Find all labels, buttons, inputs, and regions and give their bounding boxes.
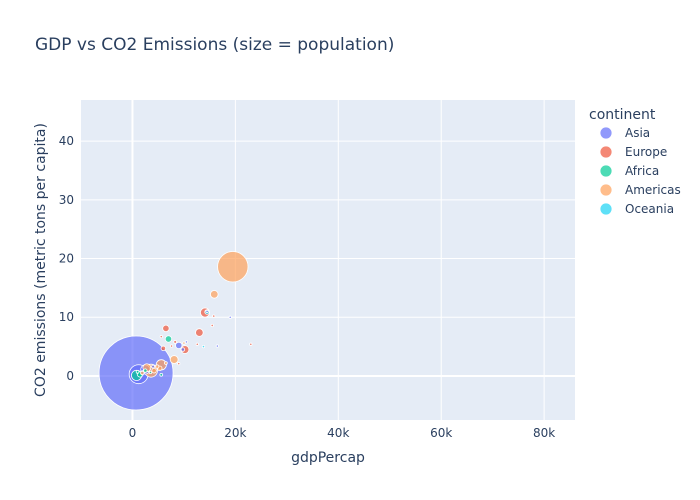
x-tick-label: 40k: [327, 426, 349, 440]
data-point[interactable]: [164, 361, 168, 365]
legend-title: continent: [589, 107, 656, 123]
data-point[interactable]: [212, 314, 216, 318]
legend-label[interactable]: Americas: [625, 183, 681, 197]
data-point[interactable]: [135, 370, 140, 374]
data-point[interactable]: [210, 323, 214, 328]
chart-title: GDP vs CO2 Emissions (size = population): [35, 35, 394, 55]
data-point[interactable]: [148, 370, 153, 375]
x-axis-title: gdpPercap: [291, 450, 365, 466]
data-point[interactable]: [201, 345, 206, 349]
data-point[interactable]: [228, 315, 232, 319]
data-point[interactable]: [175, 341, 183, 350]
data-point[interactable]: [159, 372, 164, 377]
data-point[interactable]: [154, 364, 160, 369]
y-tick-label: 20: [59, 252, 74, 266]
x-tick-label: 60k: [430, 426, 452, 440]
data-point[interactable]: [180, 347, 186, 352]
data-point[interactable]: [210, 290, 219, 299]
data-point[interactable]: [151, 364, 155, 369]
x-tick-label: 80k: [533, 426, 555, 440]
data-point[interactable]: [140, 370, 145, 376]
data-point[interactable]: [205, 309, 209, 313]
data-point[interactable]: [169, 344, 174, 348]
data-point[interactable]: [164, 335, 173, 343]
data-point[interactable]: [169, 355, 179, 364]
data-point[interactable]: [195, 342, 199, 346]
legend-label[interactable]: Africa: [625, 164, 659, 178]
data-point[interactable]: [159, 335, 163, 339]
data-point[interactable]: [215, 344, 219, 348]
data-point[interactable]: [182, 341, 186, 345]
legend-marker[interactable]: [599, 145, 613, 159]
legend-marker[interactable]: [599, 202, 613, 216]
data-point[interactable]: [173, 340, 178, 344]
y-tick-label: 30: [59, 193, 74, 207]
data-point[interactable]: [184, 340, 189, 344]
data-point[interactable]: [217, 251, 249, 283]
tick-labels: 0 20k 40k 60k 80k 0 10 20 30 40: [59, 134, 556, 440]
legend-marker[interactable]: [599, 164, 613, 178]
y-tick-label: 0: [66, 369, 74, 383]
data-markers: [98, 251, 253, 411]
legend-marker[interactable]: [599, 126, 613, 140]
legend-marker[interactable]: [599, 183, 613, 197]
data-point[interactable]: [249, 342, 253, 346]
data-point[interactable]: [195, 328, 204, 337]
x-tick-label: 0: [129, 426, 137, 440]
x-tick-label: 20k: [224, 426, 246, 440]
legend-label[interactable]: Oceania: [625, 202, 674, 216]
y-tick-label: 40: [59, 134, 74, 148]
data-point[interactable]: [143, 368, 148, 373]
y-tick-label: 10: [59, 310, 74, 324]
legend[interactable]: continent Asia Europe Africa Americas Oceani…: [589, 107, 681, 216]
data-point[interactable]: [151, 367, 157, 374]
legend-label[interactable]: Asia: [625, 126, 650, 140]
data-point[interactable]: [160, 345, 167, 352]
data-point[interactable]: [162, 324, 170, 333]
legend-label[interactable]: Europe: [625, 145, 667, 159]
y-axis-title: CO2 emissions (metric tons per capita): [33, 123, 49, 397]
data-point[interactable]: [177, 362, 181, 366]
